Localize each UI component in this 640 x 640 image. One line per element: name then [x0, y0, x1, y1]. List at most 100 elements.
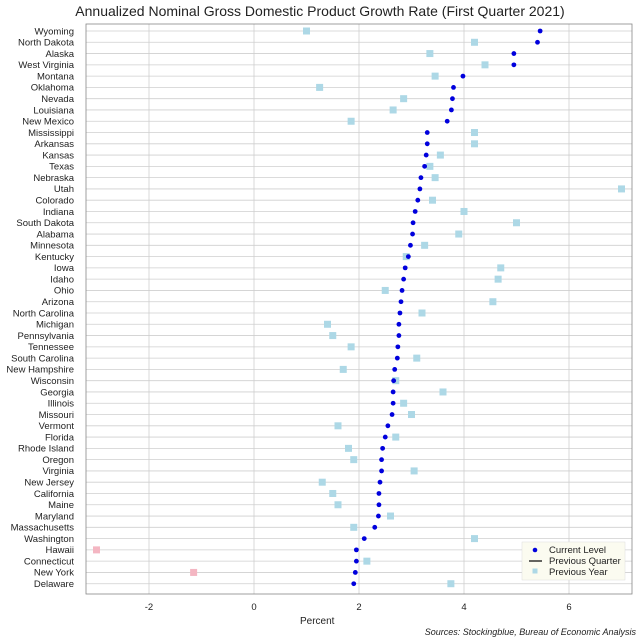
current-level-point: [380, 445, 386, 451]
current-level-point: [401, 276, 407, 282]
current-level-point: [423, 152, 429, 158]
previous-year-marker: [497, 264, 505, 272]
category-label: New Mexico: [22, 117, 74, 128]
category-label: Wyoming: [34, 26, 74, 37]
category-label: Maine: [48, 500, 74, 511]
category-label: North Carolina: [13, 308, 75, 319]
previous-year-marker: [471, 38, 478, 46]
category-label: Montana: [37, 71, 75, 82]
x-tick-label: 4: [461, 602, 466, 613]
category-label: Iowa: [54, 263, 75, 274]
current-level-point: [376, 491, 382, 496]
current-level-point: [444, 118, 450, 124]
current-level-point: [361, 536, 367, 541]
current-level-point: [376, 502, 382, 508]
previous-year-marker: [426, 50, 434, 58]
category-label: Nebraska: [33, 173, 74, 184]
category-label: West Virginia: [18, 60, 74, 71]
previous-year-marker: [513, 219, 520, 227]
category-label: Minnesota: [30, 241, 75, 252]
plot-frame: [85, 23, 633, 595]
current-level-point: [537, 28, 543, 34]
previous-year-marker: [418, 309, 426, 317]
current-level-point: [353, 547, 359, 553]
previous-year-marker: [339, 365, 347, 373]
previous-year-marker: [471, 129, 478, 137]
previous-year-marker: [334, 422, 342, 430]
legend: Current Level Previous Quarter Previous …: [521, 541, 626, 581]
previous-year-marker: [455, 230, 463, 238]
category-label: Vermont: [39, 421, 75, 432]
previous-year-marker: [347, 117, 355, 125]
current-level-point: [352, 570, 358, 575]
category-label: Connecticut: [24, 556, 75, 567]
previous-year-marker: [426, 162, 434, 170]
x-tick-labels: -2 0 2 4 6: [145, 602, 572, 613]
category-label: Nevada: [41, 94, 74, 105]
previous-year-marker: [471, 535, 478, 543]
current-level-point: [385, 423, 391, 429]
category-label: Illinois: [48, 399, 75, 410]
previous-year-marker: [431, 174, 439, 182]
current-level-point: [396, 333, 402, 338]
previous-year-marker: [489, 298, 497, 306]
current-level-point: [391, 378, 397, 384]
current-level-point: [392, 367, 398, 372]
current-level-point: [398, 299, 404, 305]
previous-year-marker: [190, 568, 198, 576]
category-label: Washington: [24, 534, 74, 545]
category-label: Wisconsin: [31, 376, 74, 387]
category-label: Louisiana: [33, 105, 74, 116]
current-level-point: [410, 231, 415, 237]
previous-year-marker: [334, 501, 342, 509]
current-level-point: [389, 412, 395, 417]
category-label: Rhode Island: [18, 444, 74, 455]
grid: [86, 24, 632, 594]
current-level-point: [394, 355, 400, 361]
x-tick-label: 6: [566, 602, 571, 613]
current-level-point: [402, 265, 408, 271]
current-level-point: [372, 524, 378, 530]
category-label: Delaware: [34, 579, 74, 590]
category-label: Utah: [54, 184, 74, 195]
previous-year-marker: [93, 546, 100, 554]
previous-year-marker: [318, 478, 326, 486]
previous-year-marker: [436, 151, 444, 159]
category-label: Alabama: [37, 229, 75, 240]
previous-year-marker: [392, 433, 400, 441]
category-label: New York: [34, 568, 74, 579]
current-level-point: [353, 558, 359, 564]
category-label: Florida: [45, 432, 75, 443]
category-label: Georgia: [40, 387, 75, 398]
x-tick-label: -2: [145, 602, 153, 613]
previous-year-marker: [350, 456, 358, 464]
current-level-point: [418, 175, 424, 181]
previous-year-marker: [471, 140, 478, 148]
category-label: Oklahoma: [31, 83, 75, 94]
current-level-point: [405, 254, 411, 259]
previous-year-marker: [421, 241, 429, 249]
category-label: North Dakota: [18, 38, 75, 49]
source-note: Sources: Stockingblue, Bureau of Economi…: [424, 627, 636, 637]
category-label: Missouri: [39, 410, 74, 421]
category-label: Michigan: [36, 320, 74, 331]
previous-year-marker: [460, 207, 468, 215]
category-label: Ohio: [54, 286, 74, 297]
previous-year-marker: [324, 320, 331, 328]
category-label: Oregon: [42, 455, 74, 466]
current-level-point: [535, 39, 540, 45]
category-label: South Dakota: [16, 218, 74, 229]
current-level-point: [451, 85, 456, 90]
current-level-point: [449, 107, 454, 113]
previous-year-marker: [494, 275, 502, 283]
category-label: Kansas: [42, 150, 74, 161]
legend-previous-year-marker: [532, 568, 538, 574]
current-level-point: [511, 62, 517, 68]
current-level-point: [424, 130, 430, 135]
category-label: South Carolina: [11, 353, 75, 364]
current-level-point: [460, 73, 466, 79]
category-label: Maryland: [35, 511, 74, 522]
category-label: Colorado: [35, 196, 74, 207]
previous-year-marker: [431, 72, 439, 80]
